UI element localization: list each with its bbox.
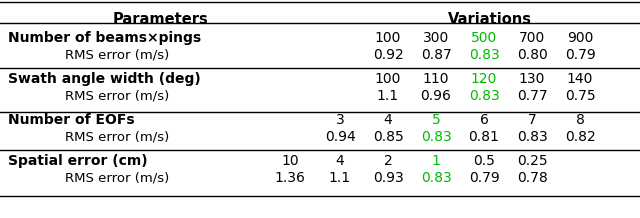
Text: 0.92: 0.92: [372, 48, 403, 62]
Text: 900: 900: [567, 31, 593, 45]
Text: 500: 500: [471, 31, 497, 45]
Text: 0.93: 0.93: [372, 171, 403, 185]
Text: 0.82: 0.82: [564, 130, 595, 144]
Text: 0.5: 0.5: [473, 154, 495, 168]
Text: 2: 2: [383, 154, 392, 168]
Text: 1.1: 1.1: [377, 89, 399, 103]
Text: 0.87: 0.87: [420, 48, 451, 62]
Text: 1: 1: [431, 154, 440, 168]
Text: Swath angle width (deg): Swath angle width (deg): [8, 72, 201, 86]
Text: 0.85: 0.85: [372, 130, 403, 144]
Text: 5: 5: [431, 113, 440, 127]
Text: Variations: Variations: [448, 12, 532, 27]
Text: 0.81: 0.81: [468, 130, 499, 144]
Text: 700: 700: [519, 31, 545, 45]
Text: 140: 140: [567, 72, 593, 86]
Text: 0.80: 0.80: [516, 48, 547, 62]
Text: 0.94: 0.94: [324, 130, 355, 144]
Text: 0.75: 0.75: [564, 89, 595, 103]
Text: 0.79: 0.79: [564, 48, 595, 62]
Text: 0.78: 0.78: [516, 171, 547, 185]
Text: 0.96: 0.96: [420, 89, 451, 103]
Text: Number of EOFs: Number of EOFs: [8, 113, 134, 127]
Text: 1.1: 1.1: [329, 171, 351, 185]
Text: 0.83: 0.83: [516, 130, 547, 144]
Text: 7: 7: [527, 113, 536, 127]
Text: RMS error (m/s): RMS error (m/s): [65, 131, 169, 143]
Text: 0.83: 0.83: [420, 171, 451, 185]
Text: 300: 300: [423, 31, 449, 45]
Text: 0.83: 0.83: [468, 48, 499, 62]
Text: 10: 10: [281, 154, 299, 168]
Text: RMS error (m/s): RMS error (m/s): [65, 90, 169, 102]
Text: 4: 4: [335, 154, 344, 168]
Text: 0.25: 0.25: [516, 154, 547, 168]
Text: 110: 110: [423, 72, 449, 86]
Text: 130: 130: [519, 72, 545, 86]
Text: Number of beams×pings: Number of beams×pings: [8, 31, 201, 45]
Text: 4: 4: [383, 113, 392, 127]
Text: 1.36: 1.36: [275, 171, 305, 185]
Text: Spatial error (cm): Spatial error (cm): [8, 154, 148, 168]
Text: 0.79: 0.79: [468, 171, 499, 185]
Text: RMS error (m/s): RMS error (m/s): [65, 48, 169, 61]
Text: Parameters: Parameters: [112, 12, 208, 27]
Text: 6: 6: [479, 113, 488, 127]
Text: 8: 8: [575, 113, 584, 127]
Text: 100: 100: [375, 72, 401, 86]
Text: 0.83: 0.83: [468, 89, 499, 103]
Text: RMS error (m/s): RMS error (m/s): [65, 172, 169, 184]
Text: 0.83: 0.83: [420, 130, 451, 144]
Text: 0.77: 0.77: [516, 89, 547, 103]
Text: 3: 3: [335, 113, 344, 127]
Text: 120: 120: [471, 72, 497, 86]
Text: 100: 100: [375, 31, 401, 45]
